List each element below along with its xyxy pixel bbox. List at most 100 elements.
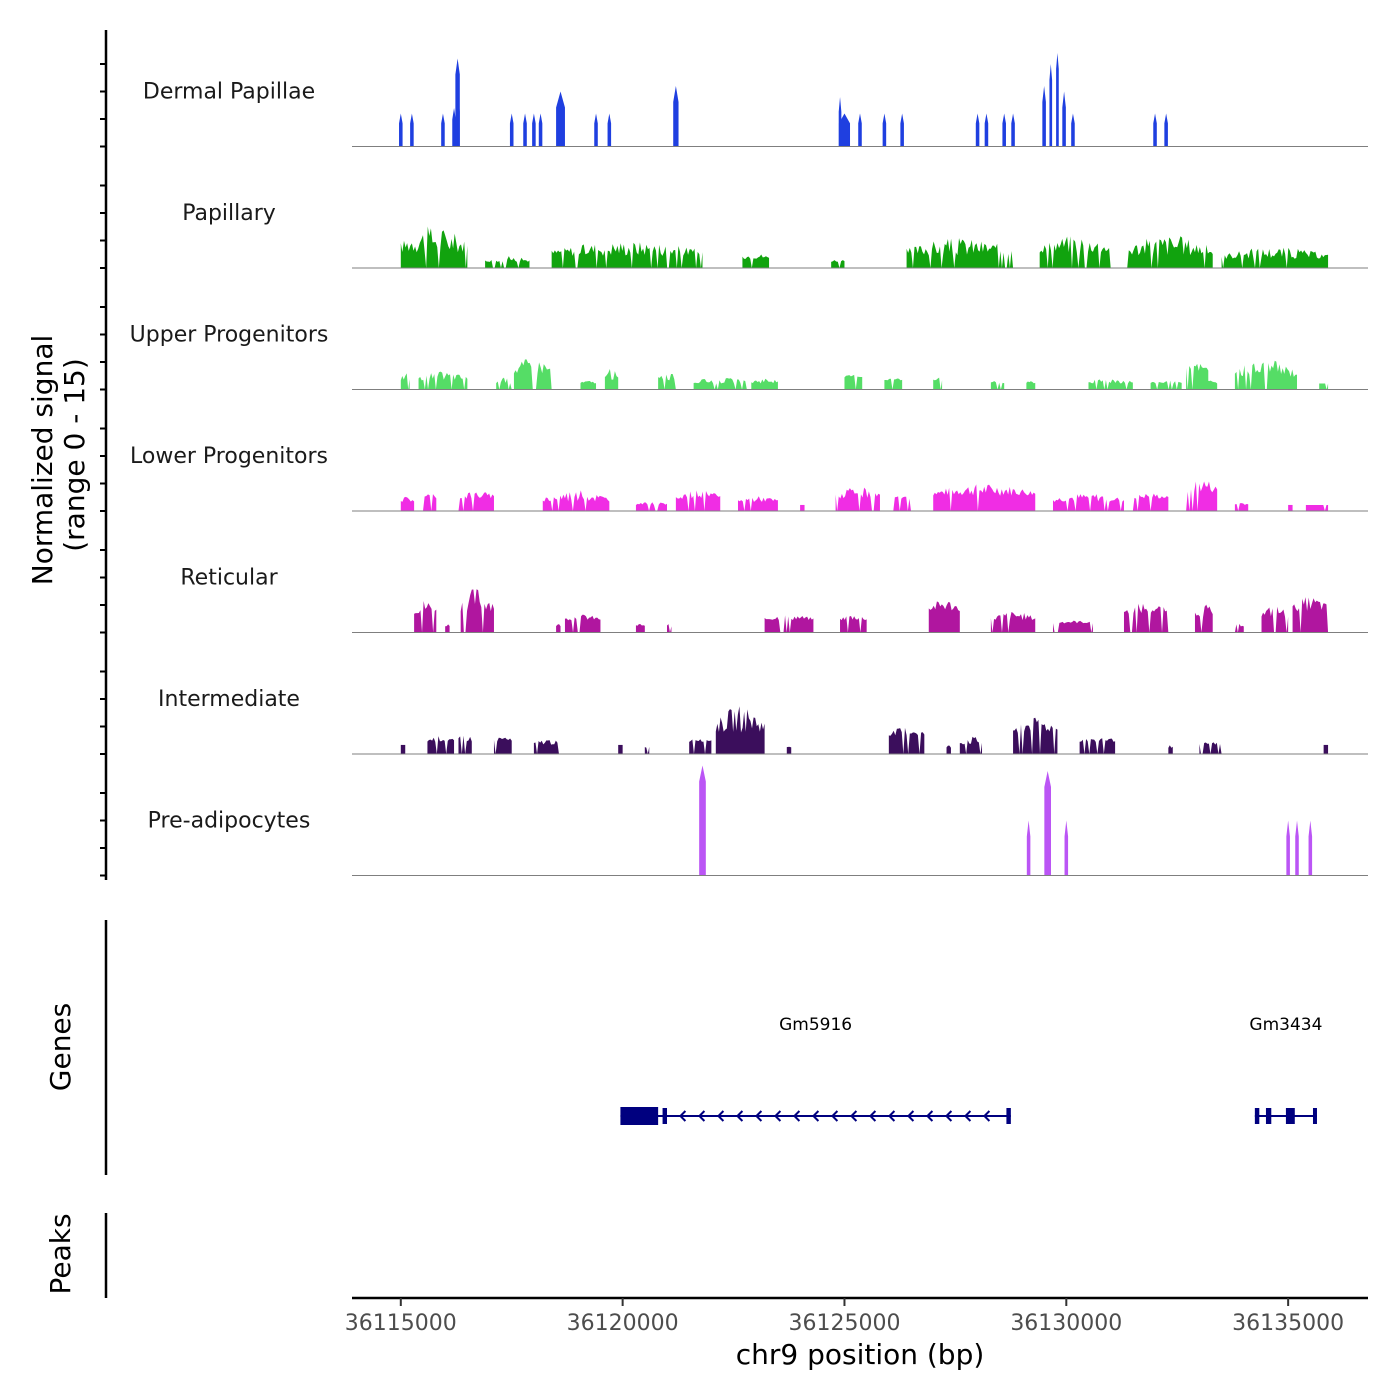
signal-region [888, 727, 925, 754]
signal-region [427, 736, 455, 754]
gene-exon [1285, 1108, 1295, 1124]
signal-region [1194, 604, 1213, 633]
signal-region [542, 490, 610, 511]
signal-region [1292, 597, 1329, 633]
gene-label: Gm5916 [779, 1015, 852, 1035]
track-label: Lower Progenitors [130, 444, 328, 469]
strand-arrow [983, 1110, 991, 1122]
signal-region [533, 740, 561, 754]
signal-peak [556, 91, 565, 147]
signal-region [644, 746, 650, 754]
signal-region [458, 735, 472, 754]
signal-region [1052, 620, 1093, 633]
signal-peak [1164, 113, 1168, 147]
signal-region [1123, 603, 1169, 633]
signal-region [1261, 606, 1289, 633]
signal-region [689, 739, 712, 754]
strand-arrow [793, 1110, 801, 1122]
signal-region [1132, 493, 1169, 511]
signal-peak [1002, 113, 1006, 147]
signal-region [933, 377, 943, 390]
signal-peak [532, 113, 536, 147]
signal-region [764, 615, 814, 633]
signal-region [693, 378, 747, 390]
signal-region [496, 377, 512, 390]
signal-peak [1011, 113, 1015, 147]
signal-peak [838, 113, 851, 147]
gene-exon [1265, 1108, 1272, 1124]
signal-region [959, 736, 983, 754]
signal-region [658, 374, 676, 390]
signal-region [1288, 504, 1293, 511]
strand-arrow [831, 1110, 839, 1122]
track-label: Dermal Papillae [143, 80, 315, 105]
signal-region [400, 226, 468, 268]
strand-arrow [926, 1110, 934, 1122]
signal-peak [1286, 820, 1290, 876]
track-reticular: Reticular [180, 566, 1368, 633]
strand-arrow [774, 1110, 782, 1122]
signal-region [556, 624, 561, 633]
track-lower-progenitors: Lower Progenitors [130, 444, 1368, 512]
signal-peak [882, 113, 887, 147]
signal-region [667, 624, 672, 633]
signal-region [893, 496, 912, 511]
track-label: Reticular [180, 566, 278, 591]
strand-arrow [945, 1110, 953, 1122]
x-tick-label: 36125000 [788, 1311, 900, 1336]
signal-region [715, 706, 765, 754]
signal-region [458, 492, 494, 511]
strand-arrow [869, 1110, 877, 1122]
signal-region [742, 254, 770, 268]
signal-peak [1049, 64, 1053, 147]
signal-region [422, 494, 437, 511]
signal-region [400, 744, 406, 754]
track-label: Papillary [182, 201, 276, 226]
signal-peak [1153, 113, 1157, 147]
signal-region [635, 624, 645, 633]
track-pre-adipocytes: Pre-adipocytes [148, 765, 1368, 876]
signal-region [551, 242, 703, 268]
strand-arrow [755, 1110, 763, 1122]
signal-peak [399, 113, 403, 147]
signal-region [990, 381, 1005, 390]
signal-region [1026, 381, 1036, 390]
signal-region [928, 601, 960, 633]
signal-region [1234, 503, 1249, 511]
signal-peak [699, 765, 706, 876]
signal-peak [1071, 113, 1075, 147]
signal-region [485, 256, 530, 268]
signal-peak [441, 113, 445, 147]
signal-region [884, 378, 903, 390]
signal-peak [984, 113, 989, 147]
signal-region [1013, 717, 1058, 754]
peaks-panel-label: Peaks [44, 1213, 77, 1294]
gene-gm3434: Gm3434 [1249, 1015, 1322, 1124]
genes-panel-label: Genes [44, 1003, 77, 1091]
signal-region [400, 496, 415, 511]
signal-peak [1308, 820, 1313, 876]
signal-region [1199, 742, 1222, 754]
signal-peak [523, 113, 527, 147]
gene-exon [1312, 1108, 1317, 1124]
x-tick-label: 36135000 [1232, 1311, 1344, 1336]
signal-region [1150, 380, 1182, 390]
signal-peak [1062, 91, 1066, 147]
signal-region [513, 359, 552, 390]
signal-region [831, 260, 845, 268]
signal-peak [673, 86, 679, 147]
signal-region [1168, 745, 1173, 754]
gene-exon [1006, 1108, 1011, 1124]
track-label: Upper Progenitors [130, 323, 329, 348]
signal-region [1088, 379, 1133, 390]
signal-region [844, 374, 863, 390]
gene-exon [1254, 1108, 1260, 1124]
strand-arrow [812, 1110, 820, 1122]
signal-peak [509, 113, 514, 147]
x-tick-label: 36115000 [345, 1311, 457, 1336]
track-papillary: Papillary [182, 201, 1368, 269]
strand-arrow [888, 1110, 896, 1122]
signal-region [460, 589, 494, 633]
strand-arrow [679, 1110, 687, 1122]
signal-region [786, 746, 792, 754]
